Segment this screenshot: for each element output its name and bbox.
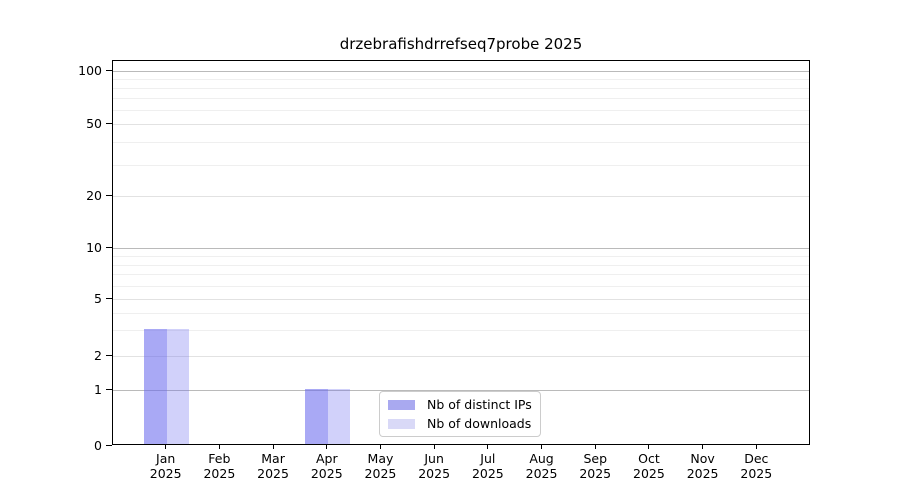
legend-row: Nb of downloads: [388, 414, 532, 433]
major-gridline: [113, 298, 809, 300]
x-tick-mark: [648, 445, 650, 449]
legend-swatch-distinct-ips: [388, 399, 415, 410]
y-tick-mark: [106, 69, 112, 71]
minor-gridline: [113, 78, 809, 80]
legend-label-distinct-ips: Nb of distinct IPs: [427, 397, 532, 412]
y-tick-mark: [106, 444, 112, 446]
x-label-year: 2025: [471, 466, 504, 481]
x-tick-mark: [433, 445, 435, 449]
x-tick-mark: [218, 445, 220, 449]
x-tick-label: Aug 2025: [510, 451, 574, 481]
y-tick-mark: [106, 123, 112, 125]
x-label-month: Aug: [529, 451, 554, 466]
x-label-month: Oct: [638, 451, 660, 466]
x-tick-mark: [541, 445, 543, 449]
minor-gridline: [113, 330, 809, 332]
y-tick-label: 50: [86, 116, 102, 132]
x-tick-mark: [702, 445, 704, 449]
x-label-year: 2025: [633, 466, 665, 481]
minor-gridline: [113, 98, 809, 100]
x-label-year: 2025: [418, 466, 451, 481]
x-label-year: 2025: [579, 466, 612, 481]
x-label-year: 2025: [686, 466, 719, 481]
plot-area: Nb of distinct IPs Nb of downloads: [112, 60, 810, 445]
bar-distinct-ips: [144, 328, 167, 444]
x-tick-label: Jun 2025: [402, 451, 466, 481]
major-gridline: [113, 390, 809, 392]
x-tick-label: Nov 2025: [671, 451, 735, 481]
y-tick-mark: [106, 354, 112, 356]
x-tick-label: May 2025: [348, 451, 412, 481]
major-gridline: [113, 196, 809, 198]
x-tick-mark: [272, 445, 274, 449]
y-tick-mark: [106, 247, 112, 249]
bar-downloads: [327, 388, 351, 444]
y-tick-label: 5: [94, 290, 102, 306]
minor-gridline: [113, 264, 809, 266]
minor-gridline: [113, 110, 809, 112]
x-tick-mark: [379, 445, 381, 449]
x-label-year: 2025: [740, 466, 773, 481]
x-label-year: 2025: [364, 466, 397, 481]
y-tick-label: 0: [94, 437, 102, 453]
x-tick-mark: [165, 445, 167, 449]
legend-swatch-downloads: [388, 418, 415, 429]
minor-gridline: [113, 312, 809, 314]
x-tick-label: Dec 2025: [724, 451, 788, 481]
y-tick-mark: [106, 297, 112, 299]
minor-gridline: [113, 274, 809, 276]
y-tick-label: 2: [94, 347, 102, 363]
x-tick-label: Apr 2025: [295, 451, 359, 481]
minor-gridline: [113, 87, 809, 89]
minor-gridline: [113, 256, 809, 258]
x-label-month: Jan: [156, 451, 176, 466]
y-tick-mark: [106, 195, 112, 197]
minor-gridline: [113, 164, 809, 166]
x-tick-label: Sep 2025: [563, 451, 627, 481]
major-gridline: [113, 248, 809, 250]
major-gridline: [113, 70, 809, 72]
x-tick-mark: [326, 445, 328, 449]
major-gridline: [113, 355, 809, 357]
x-tick-label: Feb 2025: [187, 451, 251, 481]
x-tick-label: Jan 2025: [134, 451, 198, 481]
chart-title: drzebrafishdrrefseq7probe 2025: [339, 35, 583, 53]
legend: Nb of distinct IPs Nb of downloads: [379, 391, 541, 437]
x-label-month: Feb: [208, 451, 231, 466]
minor-gridline: [113, 142, 809, 144]
x-label-month: Dec: [744, 451, 769, 466]
x-label-year: 2025: [149, 466, 182, 481]
y-tick-label: 20: [86, 188, 102, 204]
legend-label-downloads: Nb of downloads: [427, 416, 532, 431]
x-label-month: May: [367, 451, 394, 466]
x-label-year: 2025: [525, 466, 558, 481]
y-tick-mark: [106, 389, 112, 391]
x-label-month: Sep: [583, 451, 607, 466]
x-label-year: 2025: [257, 466, 289, 481]
x-tick-label: Oct 2025: [617, 451, 681, 481]
legend-row: Nb of distinct IPs: [388, 395, 532, 414]
x-label-year: 2025: [310, 466, 343, 481]
minor-gridline: [113, 285, 809, 287]
x-label-month: Jul: [480, 451, 496, 466]
x-label-month: Mar: [261, 451, 285, 466]
x-label-month: Nov: [690, 451, 715, 466]
bar-downloads: [166, 328, 190, 444]
major-gridline: [113, 124, 809, 126]
x-label-year: 2025: [203, 466, 236, 481]
x-tick-mark: [594, 445, 596, 449]
y-tick-label: 10: [86, 240, 102, 256]
x-label-month: Apr: [315, 451, 338, 466]
bar-distinct-ips: [305, 388, 328, 444]
y-tick-label: 100: [78, 62, 102, 78]
y-tick-label: 1: [94, 382, 102, 398]
x-tick-mark: [755, 445, 757, 449]
x-tick-mark: [487, 445, 489, 449]
x-label-month: Jun: [424, 451, 444, 466]
x-tick-label: Mar 2025: [241, 451, 305, 481]
x-tick-label: Jul 2025: [456, 451, 520, 481]
